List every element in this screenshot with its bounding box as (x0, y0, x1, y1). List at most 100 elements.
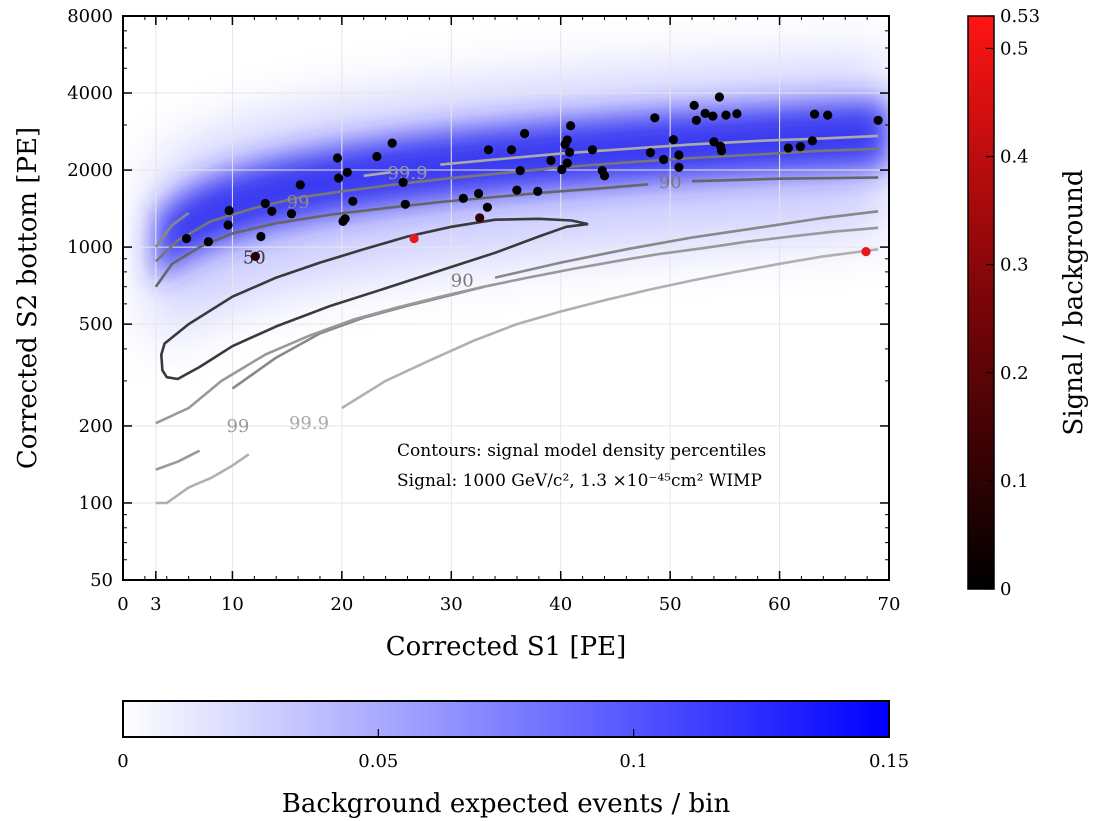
signal-colorbar (967, 15, 995, 590)
contour-99 (154, 211, 190, 248)
y-tick-label: 100 (79, 493, 113, 514)
contour-label: 90 (451, 271, 474, 292)
signal-tick-label: 0.53 (1000, 6, 1040, 27)
event-point (295, 180, 305, 190)
event-point (566, 121, 576, 131)
event-point (482, 202, 492, 212)
x-tick-label: 30 (440, 594, 463, 615)
event-point (483, 145, 494, 155)
signal-tick-label: 0.3 (1000, 255, 1029, 276)
event-point (717, 146, 727, 156)
background-tick-label: 0.1 (619, 751, 648, 772)
y-tick-label: 8000 (67, 6, 113, 27)
x-axis-title: Corrected S1 [PE] (386, 632, 626, 662)
signal-colorbar-title: Signal / background (1059, 170, 1089, 436)
contour-90 (494, 210, 879, 279)
y-axis-ticks: 50 100 200 500 1000 2000 4000 8000 (67, 6, 889, 591)
contour-99 (154, 147, 879, 263)
event-point (689, 100, 699, 110)
event-point (256, 231, 266, 242)
x-axis-ticks: 0 3 10 20 30 40 50 60 70 (117, 16, 900, 615)
background-tick-label: 0.05 (358, 751, 398, 772)
event-point (260, 198, 270, 209)
event-point (709, 137, 719, 147)
contour-label: 99 (226, 416, 249, 437)
event-point (474, 188, 484, 199)
event-point (564, 147, 575, 157)
background-tick-label: 0.15 (869, 751, 909, 772)
event-point (668, 135, 679, 145)
event-point (398, 177, 408, 187)
event-point (181, 233, 192, 244)
contour-99-9 (155, 453, 250, 505)
event-point (342, 167, 352, 177)
event-point (348, 196, 358, 206)
signal-colorbar-ticks: 0 0.1 0.2 0.3 0.4 0.5 0.53 (986, 6, 1040, 600)
event-point (700, 108, 710, 118)
contour-90 (691, 176, 879, 183)
event-point (409, 233, 419, 244)
event-point (783, 143, 793, 153)
event-point (512, 185, 522, 195)
event-point (506, 145, 517, 155)
y-tick-label: 2000 (67, 160, 113, 181)
event-point (520, 128, 530, 139)
event-point (691, 115, 702, 125)
plot-frame (122, 15, 890, 581)
event-point (557, 164, 567, 175)
event-point (587, 145, 598, 155)
event-point (562, 135, 572, 145)
event-point (340, 214, 350, 224)
x-tick-label: 60 (768, 594, 791, 615)
signal-tick-label: 0 (1000, 579, 1011, 600)
x-tick-label: 10 (221, 594, 244, 615)
event-point (562, 158, 572, 168)
y-tick-label: 50 (90, 570, 113, 591)
x-tick-label: 3 (150, 594, 161, 615)
event-point (599, 171, 610, 181)
event-point (650, 113, 660, 123)
annotation-contours: Contours: signal model density percentil… (397, 441, 766, 461)
x-tick-label: 40 (549, 594, 572, 615)
x-tick-label: 70 (878, 594, 901, 615)
contour-90 (154, 183, 649, 288)
contour-label: 99.9 (387, 163, 427, 184)
y-tick-label: 200 (79, 416, 113, 437)
event-point (387, 138, 397, 148)
signal-tick-label: 0.5 (1000, 38, 1029, 59)
event-point (458, 193, 468, 203)
contour-99 (155, 226, 879, 425)
event-point (823, 110, 833, 120)
event-point (674, 150, 684, 160)
signal-contours (154, 134, 879, 505)
contour-99 (155, 449, 201, 471)
event-point (223, 220, 233, 230)
event-point (732, 109, 742, 119)
event-point (203, 237, 213, 247)
event-point (400, 199, 410, 209)
event-point (674, 162, 684, 172)
background-colorbar-title: Background expected events / bin (282, 789, 731, 819)
event-point (475, 213, 485, 223)
event-point (873, 115, 883, 125)
event-point (372, 151, 382, 162)
x-tick-label: 0 (117, 594, 128, 615)
annotation-signal: Signal: 1000 GeV/c², 1.3 ×10⁻⁴⁵cm² WIMP (397, 471, 762, 491)
event-point (861, 247, 871, 257)
contour-label: 90 (659, 172, 682, 193)
grid (123, 16, 889, 580)
signal-tick-label: 0.1 (1000, 471, 1029, 492)
background-colorbar-ticks: 0 0.05 0.1 0.15 (117, 729, 909, 772)
y-tick-label: 1000 (67, 237, 113, 258)
event-point (714, 92, 725, 102)
event-point (810, 109, 820, 119)
signal-tick-label: 0.2 (1000, 363, 1029, 384)
event-point (224, 205, 234, 216)
event-point (708, 111, 718, 121)
event-point (515, 166, 525, 176)
event-point (659, 154, 669, 165)
event-point (332, 153, 343, 163)
background-colorbar (122, 700, 890, 738)
y-axis-title: Corrected S2 bottom [PE] (13, 127, 43, 469)
